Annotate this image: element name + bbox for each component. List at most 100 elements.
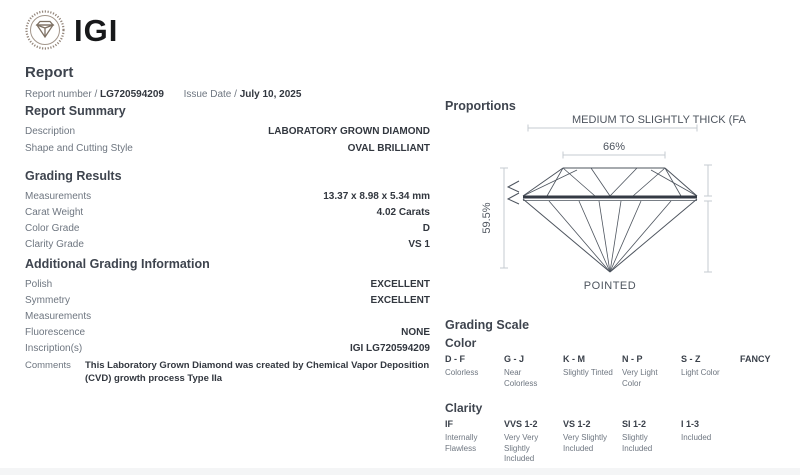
footer-strip <box>0 468 800 475</box>
report-number-value: LG720594209 <box>100 89 164 100</box>
clarity-grade-column: VS 1-2 Very Slightly Included <box>563 419 622 465</box>
grade-description: Internally Flawless <box>445 433 478 453</box>
field-value: 13.37 x 8.98 x 5.34 mm <box>323 191 430 202</box>
comments-label: Comments <box>25 360 71 371</box>
additional-grading-heading: Additional Grading Information <box>25 257 210 271</box>
total-depth-line <box>500 167 508 269</box>
comments-row: Comments This Laboratory Grown Diamond w… <box>25 359 430 385</box>
grade-range: G - J <box>504 354 525 364</box>
clarity-grade-column: VVS 1-2 Very Very Slightly Included <box>504 419 563 465</box>
color-grade-column: N - P Very Light Color <box>622 354 681 389</box>
grading-scale-section: Grading Scale Color D - F Colorless G - … <box>445 318 800 465</box>
field-value: EXCELLENT <box>370 279 430 290</box>
field-label: Color Grade <box>25 223 80 234</box>
proportions-heading: Proportions <box>445 99 516 113</box>
grade-range: FANCY <box>740 354 771 364</box>
field-label: Description <box>25 126 76 137</box>
field-row: Color Grade D <box>25 223 430 235</box>
additional-grading-section: Additional Grading Information Polish EX… <box>25 257 430 385</box>
report-summary-heading: Report Summary <box>25 104 126 118</box>
field-label: Polish <box>25 279 53 290</box>
field-row: Description LABORATORY GROWN DIAMOND <box>25 126 430 138</box>
comments-value: This Laboratory Grown Diamond was create… <box>85 360 430 384</box>
field-value: IGI LG720594209 <box>349 343 430 354</box>
grade-range: K - M <box>563 354 585 364</box>
color-grade-column: FANCY <box>740 354 799 389</box>
field-label: Fluorescence <box>25 327 86 338</box>
field-value: LABORATORY GROWN DIAMOND <box>268 126 430 137</box>
igi-logo-text: IGI <box>74 12 119 48</box>
grade-range: VS 1-2 <box>563 419 591 429</box>
grade-description: Very Light Color <box>622 368 658 388</box>
field-label: Carat Weight <box>25 207 84 218</box>
grading-results-rows: Measurements 13.37 x 8.98 x 5.34 mm Cara… <box>25 191 430 251</box>
app-header: IGI <box>25 10 118 50</box>
field-row: Measurements 13.37 x 8.98 x 5.34 mm <box>25 191 430 203</box>
grade-range: S - Z <box>681 354 701 364</box>
culet-label: POINTED <box>584 280 636 292</box>
field-row: Carat Weight 4.02 Carats <box>25 207 430 219</box>
field-value: VS 1 <box>408 239 430 250</box>
field-label: Shape and Cutting Style <box>25 143 133 154</box>
report-meta: Report number / LG720594209 Issue Date /… <box>25 88 430 101</box>
field-row: Clarity Grade VS 1 <box>25 239 430 251</box>
grade-range: VVS 1-2 <box>504 419 538 429</box>
color-grade-column: G - J Near Colorless <box>504 354 563 389</box>
clarity-grade-column: I 1-3 Included <box>681 419 740 465</box>
field-label: Measurements <box>25 191 92 202</box>
grade-range: N - P <box>622 354 643 364</box>
table-percent-label: 66% <box>603 141 625 153</box>
clarity-scale-block: Clarity IF Internally Flawless VVS 1-2 V… <box>445 401 800 465</box>
page-title: Report <box>25 64 74 81</box>
color-scale-grid: D - F Colorless G - J Near Colorless K -… <box>445 354 800 389</box>
grade-description: Slightly Tinted <box>563 368 613 377</box>
grade-range: SI 1-2 <box>622 419 647 429</box>
grade-range: D - F <box>445 354 465 364</box>
report-summary-section: Report Summary Description LABORATORY GR… <box>25 104 430 155</box>
clarity-scale-grid: IF Internally Flawless VVS 1-2 Very Very… <box>445 419 800 465</box>
grading-results-section: Grading Results Measurements 13.37 x 8.9… <box>25 169 430 251</box>
field-row: Measurements <box>25 311 430 323</box>
grading-scale-heading: Grading Scale <box>445 318 530 332</box>
grade-description: Near Colorless <box>504 368 538 388</box>
grade-description: Included <box>681 433 712 442</box>
report-summary-rows: Description LABORATORY GROWN DIAMOND Sha… <box>25 126 430 155</box>
girdle-arrows-icon <box>506 180 520 205</box>
girdle-width-line <box>527 124 698 132</box>
field-row: Fluorescence NONE <box>25 327 430 339</box>
field-label: Measurements <box>25 311 92 322</box>
igi-seal-icon <box>25 10 65 50</box>
grading-results-heading: Grading Results <box>25 169 122 183</box>
color-grade-column: K - M Slightly Tinted <box>563 354 622 389</box>
field-row: Shape and Cutting Style OVAL BRILLIANT <box>25 143 430 155</box>
clarity-scale-heading: Clarity <box>445 401 483 415</box>
color-scale-heading: Color <box>445 336 477 350</box>
field-value: NONE <box>401 327 430 338</box>
grade-range: IF <box>445 419 453 429</box>
grade-description: Colorless <box>445 368 479 377</box>
field-value: EXCELLENT <box>370 295 430 306</box>
grade-description: Very Slightly Included <box>563 433 608 453</box>
additional-grading-rows: Polish EXCELLENT Symmetry EXCELLENT Meas… <box>25 279 430 355</box>
color-grade-column: S - Z Light Color <box>681 354 740 389</box>
table-width-line <box>562 151 666 159</box>
grade-description: Very Very Slightly Included <box>504 433 539 463</box>
field-row: Polish EXCELLENT <box>25 279 430 291</box>
field-row: Symmetry EXCELLENT <box>25 295 430 307</box>
field-value: D <box>422 223 430 234</box>
field-label: Inscription(s) <box>25 343 83 354</box>
field-label: Clarity Grade <box>25 239 84 250</box>
pavilion-depth-line <box>704 200 712 273</box>
report-number-label: Report number / <box>25 89 98 100</box>
girdle-thickness-label: MEDIUM TO SLIGHTLY THICK (FA <box>572 114 746 126</box>
clarity-grade-column: SI 1-2 Slightly Included <box>622 419 681 465</box>
grade-range: I 1-3 <box>681 419 700 429</box>
total-depth-percent-label: 59.5% <box>481 202 493 233</box>
field-value: 4.02 Carats <box>376 207 430 218</box>
diamond-profile-icon <box>522 167 698 273</box>
issue-date-value: July 10, 2025 <box>239 89 302 100</box>
clarity-grade-column: IF Internally Flawless <box>445 419 504 465</box>
grade-description: Light Color <box>681 368 720 377</box>
report-panel: Report Report number / LG720594209 Issue… <box>25 64 430 385</box>
field-label: Symmetry <box>25 295 70 306</box>
